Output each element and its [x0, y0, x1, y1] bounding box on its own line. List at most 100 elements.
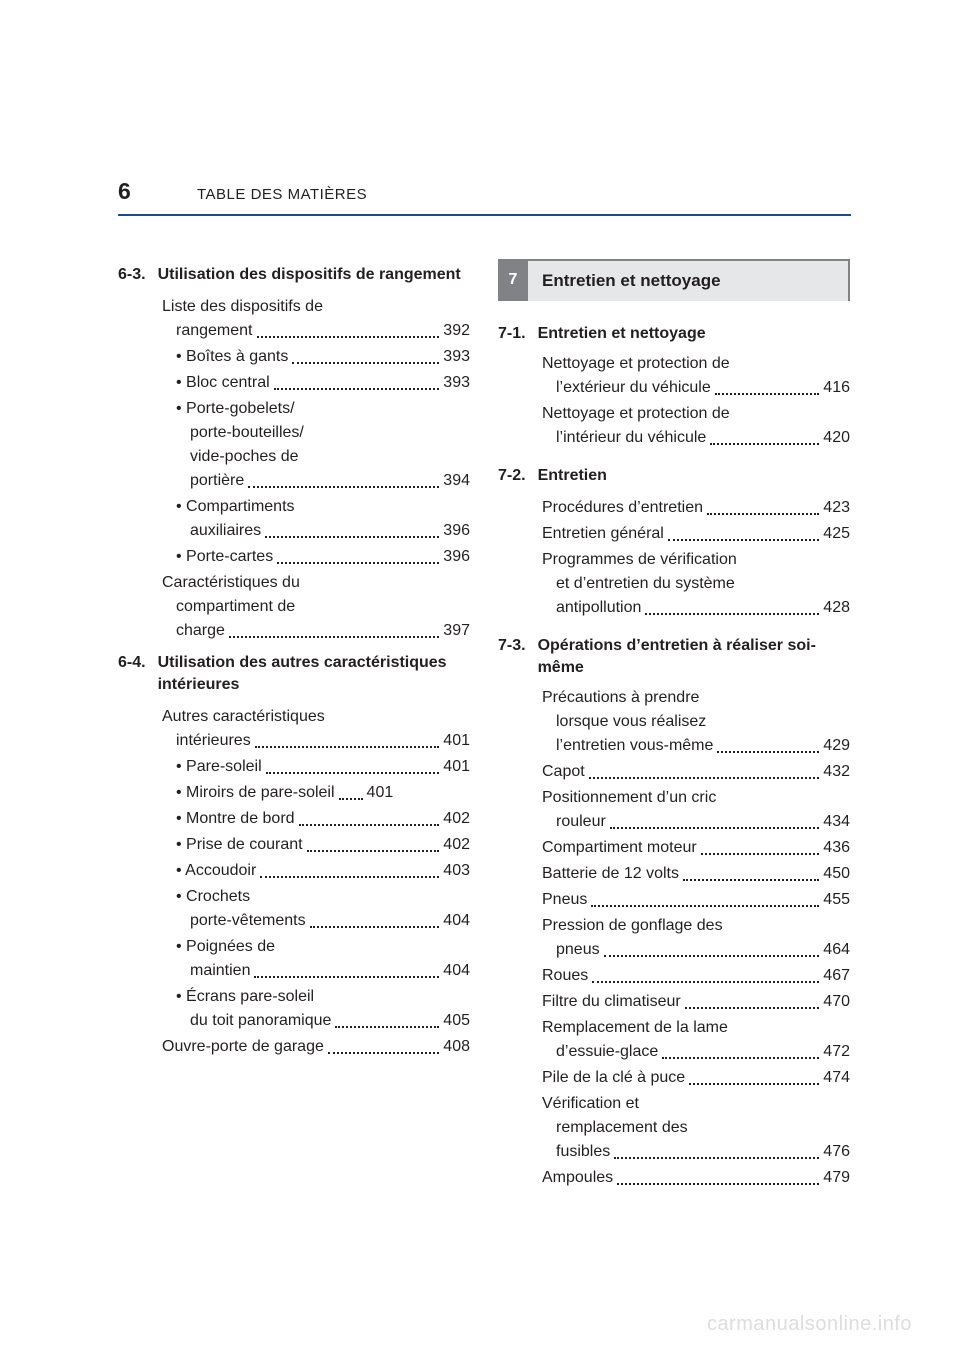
toc-text: Autres caractéristiques — [162, 706, 470, 728]
toc-entry: auxiliaires396 — [190, 518, 470, 544]
toc-label: Filtre du climatiseur — [542, 989, 681, 1015]
toc-page: 425 — [823, 521, 850, 547]
toc-entry: portière 394 — [190, 468, 470, 494]
toc-leader — [265, 536, 439, 538]
section-title: Utilisation des dispositifs de rangement — [158, 264, 470, 286]
section-number: 7-1. — [498, 323, 526, 345]
section-number: 7-2. — [498, 465, 526, 487]
section-heading: 7-2. Entretien — [498, 465, 850, 487]
toc-leader — [715, 393, 820, 395]
toc-text: Nettoyage et protection de — [542, 353, 850, 375]
section-heading: 7-1.Entretien et nettoyage — [498, 323, 850, 345]
column-left: 6-3. Utilisation des dispositifs de range… — [118, 256, 470, 1191]
section-number: 6-4. — [118, 652, 146, 674]
section-title: Utilisation des autres caractéristiques … — [158, 652, 470, 696]
toc-leader — [292, 362, 439, 364]
toc-label: rangement — [176, 318, 253, 344]
toc-page: 450 — [823, 861, 850, 887]
toc-leader — [310, 926, 440, 928]
toc-leader — [299, 824, 440, 826]
toc-page: 402 — [443, 806, 470, 832]
toc-page: 408 — [443, 1034, 470, 1060]
toc-entry: intérieures 401 — [176, 728, 470, 754]
toc-page: 404 — [443, 958, 470, 984]
toc-leader — [328, 1052, 439, 1054]
toc-label: portière — [190, 468, 244, 494]
toc-entry: Capot432 — [542, 759, 850, 785]
toc-page: 470 — [823, 989, 850, 1015]
toc-label: intérieures — [176, 728, 251, 754]
toc-leader — [685, 1007, 820, 1009]
toc-leader — [254, 976, 439, 978]
toc-text: • Crochets — [176, 886, 470, 908]
section-heading: 7-3.Opérations d’entretien à réaliser so… — [498, 635, 850, 679]
toc-leader — [229, 636, 439, 638]
toc-leader — [260, 876, 439, 878]
toc-label: Roues — [542, 963, 588, 989]
toc-entry: fusibles476 — [556, 1139, 850, 1165]
toc-label: Compartiment moteur — [542, 835, 697, 861]
toc-label: Procédures d’entretien — [542, 495, 703, 521]
toc-label: Capot — [542, 759, 585, 785]
toc-entry: d’essuie-glace472 — [556, 1039, 850, 1065]
toc-entry: porte-vêtements404 — [190, 908, 470, 934]
toc-leader — [589, 777, 820, 779]
header-rule — [118, 214, 851, 216]
toc-page: 405 — [443, 1008, 470, 1034]
toc-page: 423 — [823, 495, 850, 521]
column-right: 7Entretien et nettoyage 7-1.Entretien et … — [498, 256, 850, 1191]
toc-leader — [307, 850, 440, 852]
toc-text: • Poignées de — [176, 936, 470, 958]
toc-page: 397 — [443, 618, 470, 644]
toc-label: pneus — [556, 937, 600, 963]
toc-page: 401 — [367, 780, 394, 806]
toc-leader — [257, 336, 440, 338]
toc-label: auxiliaires — [190, 518, 261, 544]
toc-page: 474 — [823, 1065, 850, 1091]
toc-entry: Pneus455 — [542, 887, 850, 913]
toc-leader — [610, 827, 819, 829]
toc-page: 464 — [823, 937, 850, 963]
toc-page: 401 — [443, 728, 470, 754]
page-number: 6 — [118, 178, 131, 205]
toc-page: 396 — [443, 544, 470, 570]
section-heading: 6-4. Utilisation des autres caractéristiq… — [118, 652, 470, 696]
toc-page: 403 — [443, 858, 470, 884]
toc-label: Pile de la clé à puce — [542, 1065, 685, 1091]
toc-label: fusibles — [556, 1139, 610, 1165]
toc-entry: Compartiment moteur 436 — [542, 835, 850, 861]
toc-entry: • Boîtes à gants393 — [176, 344, 470, 370]
toc-text: porte-bouteilles/ — [176, 422, 470, 444]
toc-leader — [335, 1026, 439, 1028]
toc-leader — [248, 486, 439, 488]
toc-text: lorsque vous réalisez — [556, 711, 850, 733]
chapter-tab: 7 — [498, 259, 528, 301]
toc-leader — [710, 443, 819, 445]
toc-entry: antipollution428 — [556, 595, 850, 621]
toc-page: 402 — [443, 832, 470, 858]
toc-label: • Bloc central — [176, 370, 270, 396]
toc-entry: pneus 464 — [556, 937, 850, 963]
section-number: 6-3. — [118, 264, 146, 286]
toc-entry: Pile de la clé à puce 474 — [542, 1065, 850, 1091]
toc-page: 404 — [443, 908, 470, 934]
toc-text: Pression de gonflage des — [542, 915, 850, 937]
toc-page: 436 — [823, 835, 850, 861]
toc-text: Remplacement de la lame — [542, 1017, 850, 1039]
toc-leader — [274, 388, 440, 390]
toc-leader — [614, 1157, 819, 1159]
toc-entry: maintien404 — [190, 958, 470, 984]
toc-leader — [339, 798, 363, 800]
toc-label: Pneus — [542, 887, 587, 913]
toc-page: 394 — [443, 468, 470, 494]
toc-label: • Boîtes à gants — [176, 344, 288, 370]
toc-leader — [689, 1083, 819, 1085]
toc-page: 434 — [823, 809, 850, 835]
chapter-box: 7Entretien et nettoyage — [498, 259, 850, 301]
toc-text: Caractéristiques du — [162, 572, 470, 594]
section-title: Entretien — [538, 465, 850, 487]
toc-label: rouleur — [556, 809, 606, 835]
toc-page: 479 — [823, 1165, 850, 1191]
toc-text: Positionnement d’un cric — [542, 787, 850, 809]
toc-page: 393 — [443, 370, 470, 396]
